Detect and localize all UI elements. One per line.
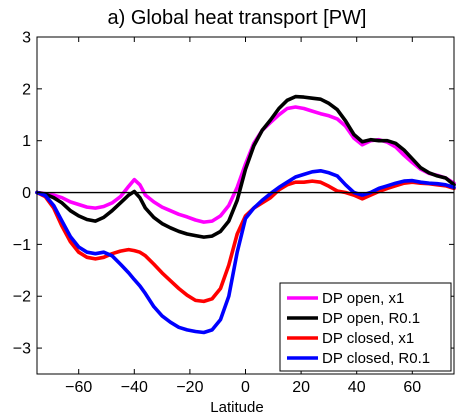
series-line-4 — [35, 169, 456, 335]
x-axis-label: Latitude — [210, 399, 263, 416]
y-tick-label: 0 — [22, 185, 31, 202]
y-axis-ticks: 3 2 1 0 −1 −2 −3 — [13, 30, 454, 358]
legend-label: DP closed, x1 — [322, 330, 414, 347]
legend-label: DP open, R0.1 — [322, 310, 420, 327]
y-tick-label: 1 — [22, 133, 31, 150]
legend-items: DP open, x1 DP open, R0.1 DP closed, x1 DP … — [287, 290, 430, 367]
y-tick-label: −2 — [13, 289, 31, 306]
x-axis-ticks: −60 −40 −20 0 20 40 60 — [65, 37, 421, 396]
x-tick-label: −20 — [176, 379, 203, 396]
legend-label: DP open, x1 — [322, 290, 404, 307]
x-tick-label: −60 — [65, 379, 92, 396]
series-line-2 — [35, 94, 456, 239]
legend: DP open, x1 DP open, R0.1 DP closed, x1 DP … — [279, 282, 452, 372]
series-layer — [35, 94, 456, 335]
x-tick-label: 0 — [241, 379, 250, 396]
chart-title: a) Global heat transport [PW] — [107, 7, 366, 29]
x-tick-label: 60 — [403, 379, 421, 396]
plot-area: −60 −40 −20 0 20 40 60 3 2 1 0 −1 −2 −3 — [13, 30, 456, 396]
x-tick-label: 40 — [348, 379, 366, 396]
legend-label: DP closed, R0.1 — [322, 350, 430, 367]
x-tick-label: −40 — [121, 379, 148, 396]
y-tick-label: −3 — [13, 341, 31, 358]
y-tick-label: −1 — [13, 237, 31, 254]
y-tick-label: 2 — [22, 81, 31, 98]
x-tick-label: 20 — [292, 379, 310, 396]
y-tick-label: 3 — [22, 30, 31, 47]
